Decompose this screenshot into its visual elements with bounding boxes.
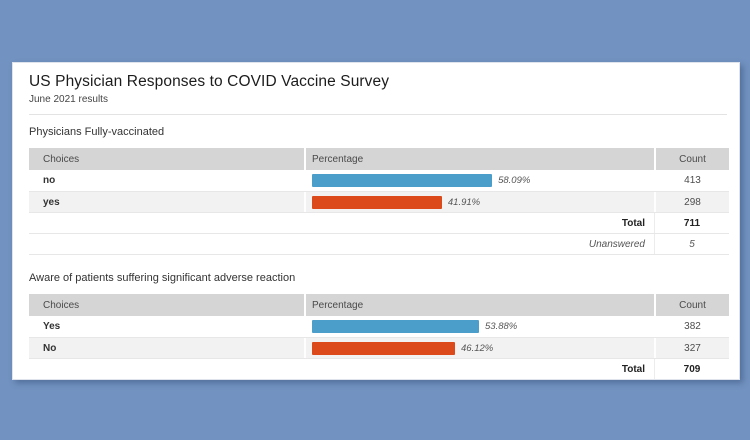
results-table: Choices Percentage Count Yes 53.88% 382 … xyxy=(29,294,729,379)
survey-question-section: Aware of patients suffering significant … xyxy=(29,272,729,379)
results-table: Choices Percentage Count no 58.09% 413 y… xyxy=(29,148,729,255)
percentage-value: 53.88% xyxy=(485,321,518,332)
choice-label: Yes xyxy=(43,321,61,332)
page-subtitle: June 2021 results xyxy=(29,94,108,105)
survey-results-panel: US Physician Responses to COVID Vaccine … xyxy=(12,62,740,380)
survey-question-section: Physicians Fully-vaccinated Choices Perc… xyxy=(29,126,729,255)
table-row: No 46.12% 327 xyxy=(29,337,729,358)
header-divider xyxy=(29,114,727,115)
choice-label: no xyxy=(43,175,56,186)
table-row: Yes 53.88% 382 xyxy=(29,316,729,337)
percentage-value: 58.09% xyxy=(498,175,531,186)
question-title: Physicians Fully-vaccinated xyxy=(29,126,165,138)
choice-label: No xyxy=(43,342,57,354)
summary-row: Unanswered 5 xyxy=(29,233,729,254)
count-value: 382 xyxy=(654,316,729,337)
percentage-bar xyxy=(312,174,493,187)
summary-row: Total 709 xyxy=(29,358,729,379)
summary-row: Total 711 xyxy=(29,212,729,233)
column-header-percentage: Percentage xyxy=(304,148,654,170)
percentage-bar xyxy=(312,320,479,333)
count-value: 413 xyxy=(654,170,729,191)
summary-value: 5 xyxy=(654,234,729,254)
table-header-row: Choices Percentage Count xyxy=(29,148,729,170)
summary-value: 711 xyxy=(654,213,729,233)
percentage-value: 46.12% xyxy=(461,342,494,354)
summary-value: 709 xyxy=(654,359,729,379)
summary-label: Total xyxy=(621,217,645,229)
table-row: no 58.09% 413 xyxy=(29,170,729,191)
page-title: US Physician Responses to COVID Vaccine … xyxy=(29,73,390,90)
column-header-count: Count xyxy=(654,294,729,316)
survey-sections: Physicians Fully-vaccinated Choices Perc… xyxy=(29,126,729,379)
choice-label: yes xyxy=(43,196,60,208)
count-value: 298 xyxy=(654,192,729,212)
percentage-value: 41.91% xyxy=(447,196,481,208)
column-header-percentage: Percentage xyxy=(304,294,654,316)
percentage-bar xyxy=(312,341,455,355)
percentage-bar xyxy=(312,195,442,209)
table-header-row: Choices Percentage Count xyxy=(29,294,729,316)
count-value: 327 xyxy=(654,338,729,358)
column-header-choices: Choices xyxy=(43,299,80,311)
summary-label: Unanswered xyxy=(588,238,645,250)
table-row: yes 41.91% 298 xyxy=(29,191,729,212)
column-header-choices: Choices xyxy=(43,153,80,165)
summary-label: Total xyxy=(621,363,645,375)
question-title: Aware of patients suffering significant … xyxy=(29,272,296,284)
column-header-count: Count xyxy=(654,148,729,170)
